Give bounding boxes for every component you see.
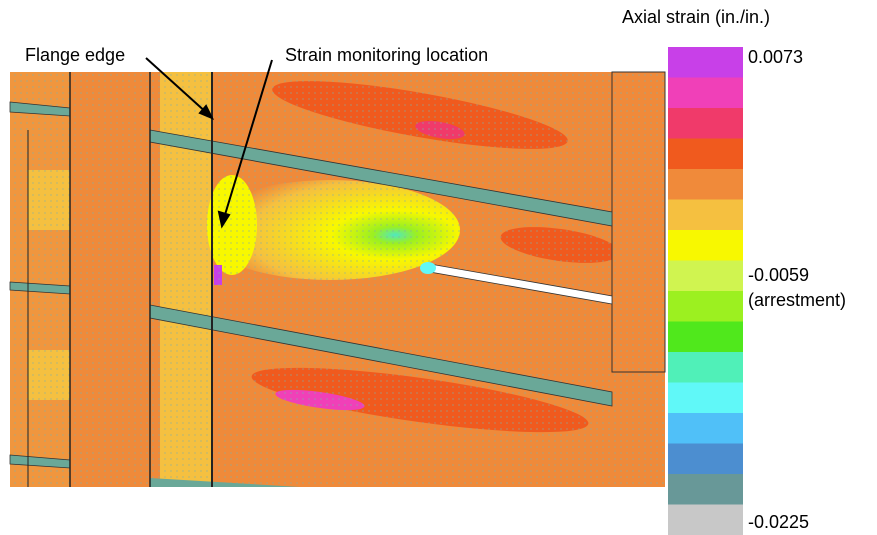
colorbar-band [668,78,743,109]
colorbar-band [668,47,743,78]
colorbar-band [668,352,743,383]
colorbar-band [668,169,743,200]
colorbar-label: -0.0059 [748,265,809,285]
colorbar-label: -0.0225 [748,512,809,532]
colorbar-band [668,139,743,170]
colorbar-band [668,230,743,261]
colorbar-band [668,444,743,475]
colorbar-band [668,108,743,139]
colorbar-band [668,322,743,353]
colorbar-band [668,413,743,444]
annotation: Strain monitoring location [285,45,488,65]
colorbar-band [668,383,743,414]
colorbar-band [668,474,743,505]
colorbar-band [668,291,743,322]
colorbar-band [668,505,743,535]
annotation: Flange edge [25,45,125,65]
colorbar-title: Axial strain (in./in.) [622,7,770,27]
contour-plot [10,67,665,487]
figure-canvas: Flange edge Strain monitoring location A… [0,0,877,535]
colorbar-band [668,261,743,292]
colorbar-band [668,200,743,231]
figure: Flange edge Strain monitoring location A… [0,0,877,535]
colorbar-label: (arrestment) [748,290,846,310]
colorbar-label: 0.0073 [748,47,803,67]
colorbar [668,47,743,535]
